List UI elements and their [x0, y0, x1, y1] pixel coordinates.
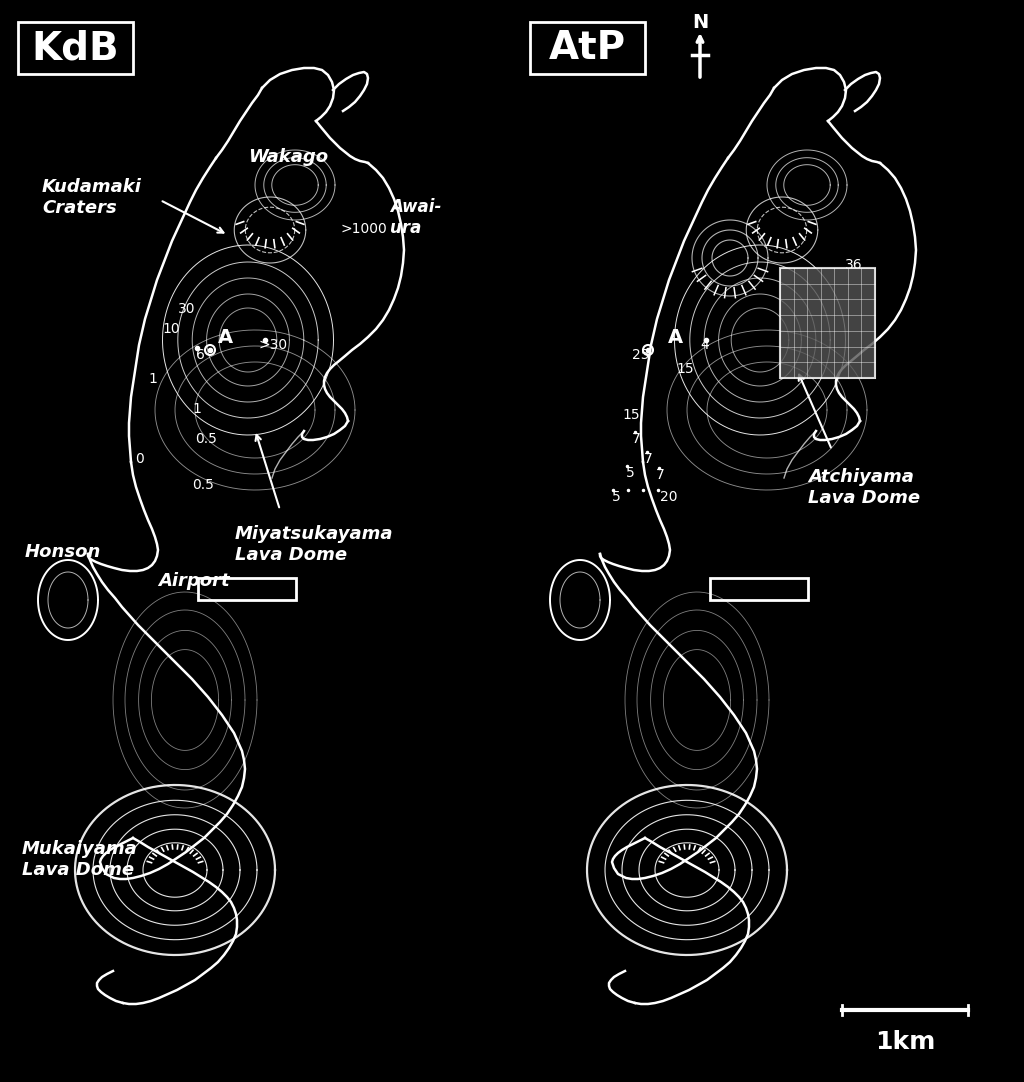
Text: >30: >30 — [258, 338, 287, 352]
Bar — [710, 578, 808, 601]
Text: 1: 1 — [193, 403, 201, 415]
Text: 6: 6 — [196, 348, 205, 362]
Text: 1km: 1km — [874, 1030, 935, 1054]
Text: N: N — [692, 13, 709, 31]
Text: 4: 4 — [700, 338, 709, 352]
Text: 5: 5 — [612, 490, 621, 504]
Text: 30: 30 — [178, 302, 196, 316]
Text: Wakago: Wakago — [248, 148, 328, 166]
Bar — [198, 578, 296, 601]
Text: 0.5: 0.5 — [193, 478, 214, 492]
Text: 25: 25 — [632, 348, 649, 362]
Text: Atchiyama
Lava Dome: Atchiyama Lava Dome — [808, 469, 921, 506]
Bar — [780, 268, 874, 378]
Text: 0: 0 — [135, 452, 143, 466]
Text: KdB: KdB — [31, 29, 119, 67]
Text: Miyatsukayama
Lava Dome: Miyatsukayama Lava Dome — [234, 525, 393, 564]
Text: 10: 10 — [162, 322, 179, 337]
Text: 20: 20 — [660, 490, 678, 504]
Text: 1: 1 — [148, 372, 157, 386]
Text: 0.5: 0.5 — [195, 432, 217, 446]
Text: 7: 7 — [644, 452, 652, 466]
Text: Kudamaki
Craters: Kudamaki Craters — [42, 179, 142, 216]
Text: 15: 15 — [676, 362, 693, 377]
Text: 5: 5 — [626, 466, 635, 480]
Text: 7: 7 — [632, 432, 641, 446]
Text: 15: 15 — [622, 408, 640, 422]
Text: A: A — [218, 328, 233, 347]
Text: A: A — [668, 328, 683, 347]
Text: Awai-
ura: Awai- ura — [390, 198, 441, 237]
Text: 36: 36 — [845, 258, 862, 272]
Bar — [530, 22, 645, 74]
Text: Honson: Honson — [25, 543, 101, 560]
Text: Airport: Airport — [158, 572, 229, 590]
Text: 7: 7 — [656, 469, 665, 481]
Text: AtP: AtP — [549, 29, 626, 67]
Text: >1000: >1000 — [340, 222, 387, 236]
Bar — [18, 22, 133, 74]
Text: Mukaiyama
Lava Dome: Mukaiyama Lava Dome — [22, 840, 138, 879]
